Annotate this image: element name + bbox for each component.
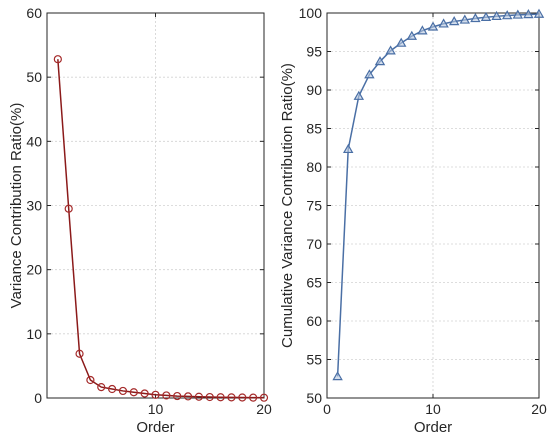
right-data-point [523,9,534,19]
right-data-point [427,21,439,31]
left-y-tick-label: 0 [34,390,42,406]
left-data-point [129,388,138,397]
right-data-point [406,30,418,40]
right-data-point [342,143,354,154]
right-y-tick-label: 85 [306,121,322,137]
left-data-point [259,393,269,402]
right-chart: 0 10 20 50 55 60 65 70 75 80 85 90 95 100 Order Cumulat… [279,5,547,436]
left-data-point [140,389,149,398]
right-data-point [438,18,449,28]
left-data-point [238,393,247,402]
left-data-point [97,382,106,392]
right-y-tick-label: 75 [306,198,322,214]
left-y-tick-label: 10 [26,326,42,342]
right-data-point [480,11,492,21]
left-data-point [227,393,236,402]
right-y-tick-label: 90 [306,82,322,98]
left-data-point [162,391,171,400]
left-y-axis-label: Variance Contribution Ratio(%) [8,103,25,309]
right-data-point [512,9,524,19]
left-y-tick-label: 60 [26,5,42,21]
right-x-tick-label: 20 [531,401,547,417]
right-y-axis-label: Cumulative Variance Contribution Ratio(%… [279,63,296,348]
right-data-point [353,90,365,100]
left-data-point [86,375,95,385]
left-y-tick-label: 20 [26,262,42,278]
right-y-tick-label: 60 [306,313,322,329]
left-data-point [107,384,117,394]
left-x-tick-label: 20 [256,401,272,417]
left-data-point [151,390,160,399]
right-y-tick-label: 80 [306,159,322,175]
right-data-point [501,10,513,20]
right-data-point [395,37,407,47]
left-y-tick-label: 50 [26,69,42,85]
right-data-point [417,25,428,35]
left-data-point [64,204,73,213]
left-y-tick-label: 30 [26,198,42,214]
left-data-point [205,392,214,402]
right-y-tick-label: 50 [306,390,322,406]
left-data-point [118,386,128,396]
right-y-tick-label: 65 [306,275,322,291]
right-data-point [459,14,471,24]
right-data-point [491,10,502,21]
right-data-point [470,12,481,23]
right-y-tick-label: 70 [306,236,322,252]
left-data-point [216,393,225,402]
right-data-point [364,69,375,79]
left-data-point [75,349,84,358]
right-y-tick-label: 100 [299,5,323,21]
right-data-point [374,56,386,66]
right-y-tick-label: 55 [306,352,322,368]
left-data-point [249,393,258,402]
right-x-axis-label: Order [414,419,452,436]
left-series-line [57,59,265,399]
right-x-tick-label: 10 [425,401,441,417]
left-chart: 10 20 0 10 20 30 40 50 60 Order Variance Contribut… [8,5,272,436]
left-data-point [183,392,193,401]
right-y-tick-label: 95 [306,44,322,60]
right-data-point [385,45,396,55]
left-y-tick-label: 40 [26,133,42,149]
right-data-point [332,371,343,381]
left-x-tick-label: 10 [148,401,164,417]
left-data-point [53,55,62,64]
left-data-point [173,391,182,401]
left-x-axis-label: Order [136,419,174,436]
right-x-tick-label: 0 [323,401,331,417]
right-data-point [448,16,460,26]
left-data-point [194,392,203,401]
right-data-point [533,8,545,18]
